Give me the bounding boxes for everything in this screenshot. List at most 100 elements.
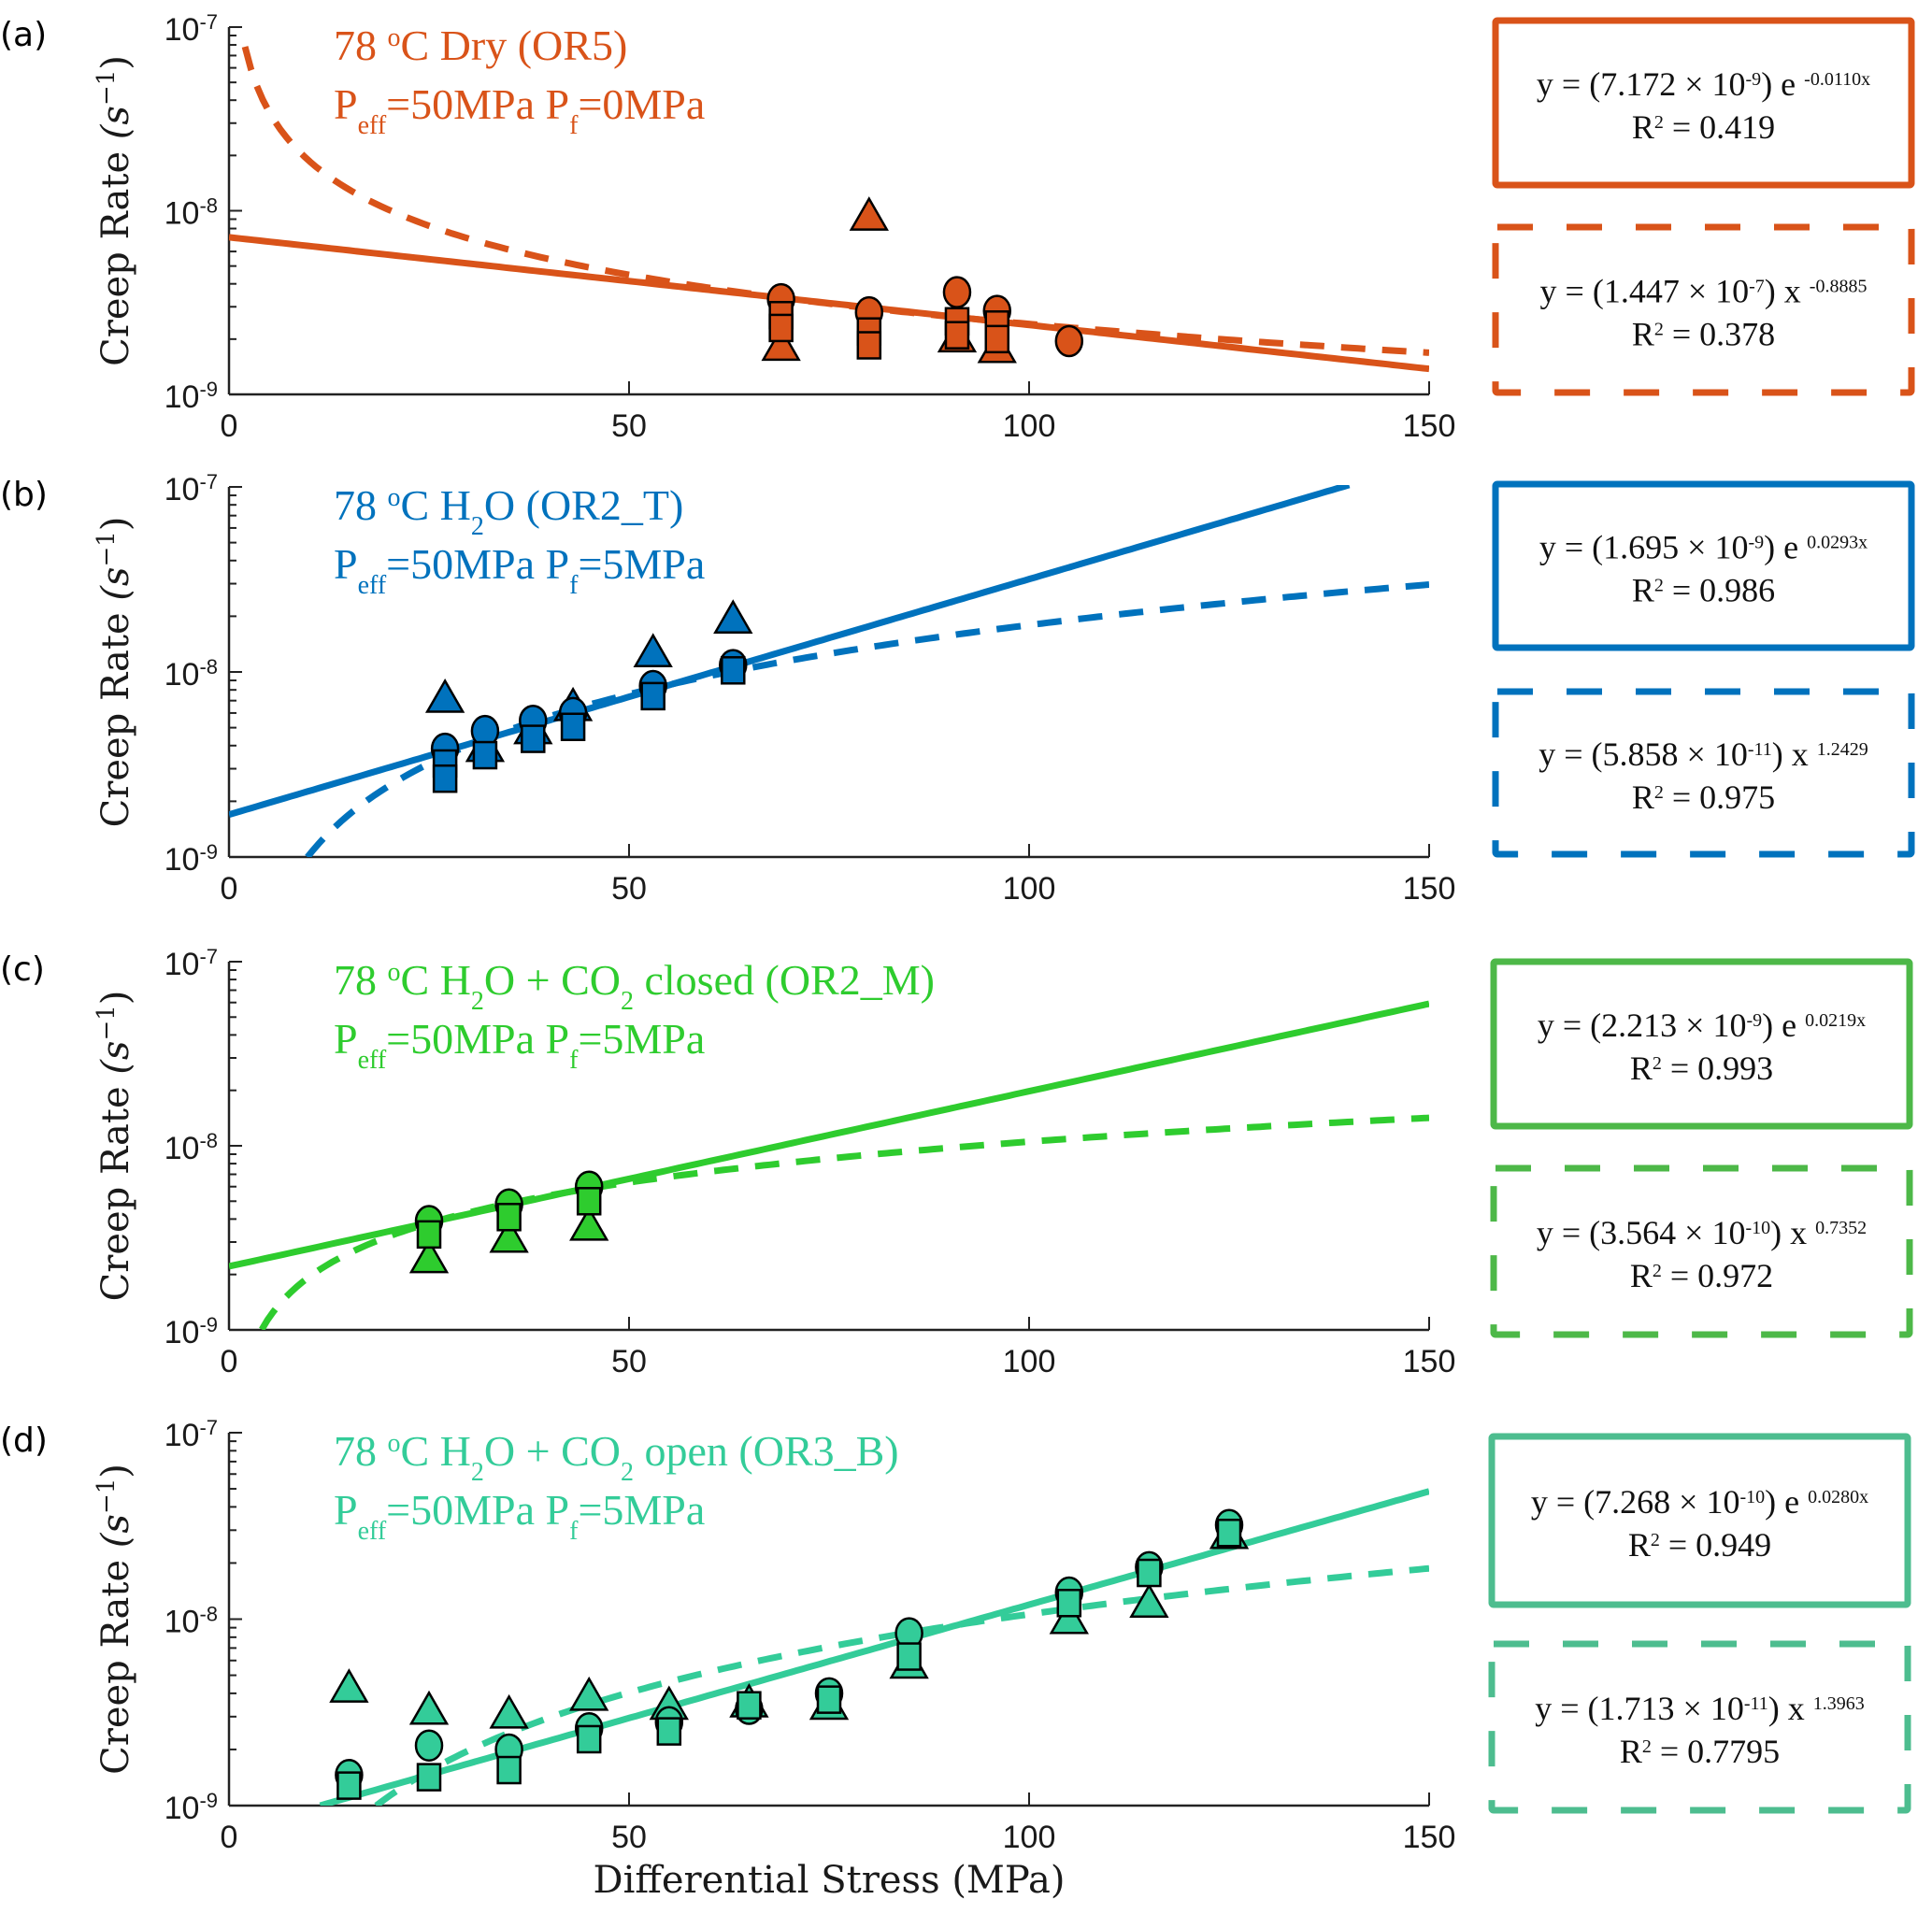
r-squared: R2 = 0.378	[1632, 316, 1775, 353]
equation-coefficient: y = (3.564 × 10	[1537, 1214, 1746, 1251]
panel-conditions: Peff=50MPa Pf=5MPa	[334, 1015, 705, 1075]
y-tick-exponent: -7	[199, 1416, 218, 1439]
square-marker	[434, 765, 456, 792]
r-squared: R2 = 0.986	[1632, 572, 1775, 609]
panel-title: 78 oC H2O (OR2_T)	[334, 481, 683, 541]
x-tick-label: 100	[1003, 408, 1056, 444]
square-marker	[946, 322, 968, 349]
panel-letter: (a)	[0, 16, 47, 54]
triangle-marker	[852, 199, 887, 230]
fit-box-border	[1496, 484, 1911, 648]
y-tick-exponent: -9	[199, 1313, 218, 1336]
square-marker	[578, 1188, 600, 1214]
equation-exponent: -0.0110x	[1804, 69, 1870, 90]
r-value: = 0.993	[1662, 1050, 1773, 1087]
fit-equation: y = (5.858 × 10-11) x 1.2429	[1538, 736, 1868, 773]
r-label: R	[1628, 1526, 1651, 1564]
fit-equation: y = (1.447 × 10-7) x -0.8885	[1540, 273, 1868, 310]
data-points	[427, 602, 751, 792]
title-text: open (OR3_B)	[634, 1427, 899, 1475]
title-text: C H	[401, 956, 471, 1004]
y-label-close: )	[94, 991, 137, 1006]
equation-base: ) e	[1761, 65, 1804, 103]
data-points	[331, 1510, 1247, 1799]
x-tick-label: 0	[221, 871, 238, 907]
equation-base: ) e	[1762, 1007, 1805, 1044]
equation-coefficient: y = (5.858 × 10	[1538, 736, 1748, 773]
triangle-marker	[427, 680, 463, 711]
square-marker	[658, 1719, 680, 1745]
title-subscript: 2	[621, 987, 634, 1016]
square-marker	[578, 1726, 600, 1752]
r-squared: R2 = 0.7795	[1620, 1733, 1780, 1770]
x-tick-label: 0	[221, 1820, 238, 1855]
pressure-label: P	[546, 540, 570, 588]
y-tick-base: 10	[165, 947, 200, 982]
y-tick-base: 10	[165, 196, 200, 232]
square-marker	[498, 1204, 521, 1230]
y-axis-label: Creep Rate (s−1)	[93, 991, 137, 1302]
y-label-unit: (s	[94, 106, 137, 139]
exponential-fit-line	[321, 1492, 1429, 1806]
equation-coefficient: y = (1.695 × 10	[1539, 529, 1749, 566]
y-tick-base: 10	[165, 1605, 200, 1640]
pressure-subscript: eff	[358, 1046, 387, 1075]
title-temp: 78	[334, 481, 388, 529]
square-marker	[722, 657, 744, 683]
exponential-fit-box: y = (2.213 × 10-9) e 0.0219xR2 = 0.993	[1494, 962, 1910, 1126]
panel-title: 78 oC H2O + CO2 open (OR3_B)	[334, 1427, 899, 1487]
r-squared: R2 = 0.972	[1630, 1257, 1773, 1294]
pressure-value: =50MPa	[386, 80, 545, 128]
fit-equation: y = (1.713 × 10-11) x 1.3963	[1535, 1690, 1865, 1727]
triangle-marker	[636, 636, 671, 666]
square-marker	[418, 1221, 440, 1248]
equation-exponent: 0.0219x	[1805, 1010, 1866, 1031]
title-degree: o	[388, 958, 401, 987]
r-label: R	[1632, 316, 1654, 353]
triangle-marker	[492, 1696, 527, 1727]
y-tick-label: 10-9	[165, 840, 218, 878]
r-squared: R2 = 0.419	[1632, 108, 1775, 146]
equation-power: -9	[1746, 1010, 1762, 1031]
x-tick-label: 50	[611, 1344, 647, 1379]
y-tick-base: 10	[165, 657, 200, 693]
pressure-value: =0MPa	[578, 80, 705, 128]
x-tick-label: 100	[1003, 871, 1056, 907]
fit-equation: y = (1.695 × 10-9) e 0.0293x	[1539, 529, 1868, 566]
y-label-close: )	[94, 1464, 137, 1478]
y-tick-label: 10-7	[165, 945, 218, 983]
y-tick-exponent: -9	[199, 840, 218, 864]
r-label: R	[1632, 108, 1654, 146]
panel-conditions: Peff=50MPa Pf=5MPa	[334, 540, 705, 600]
equation-base: ) x	[1772, 736, 1817, 773]
title-text: O + CO	[484, 956, 621, 1004]
title-text: C Dry (OR5)	[401, 21, 628, 69]
y-label-unit: (s	[94, 567, 137, 601]
r-superscript: 2	[1654, 320, 1664, 340]
panel-letter: (d)	[0, 1421, 48, 1460]
x-tick-label: 50	[611, 1820, 647, 1855]
r-superscript: 2	[1654, 782, 1664, 803]
pressure-subscript: eff	[358, 111, 387, 140]
title-degree: o	[388, 1429, 401, 1458]
equation-base: ) e	[1764, 529, 1807, 566]
x-tick-label: 150	[1403, 408, 1456, 444]
r-superscript: 2	[1642, 1736, 1652, 1757]
pressure-subscript: eff	[358, 571, 387, 600]
equation-coefficient: y = (2.213 × 10	[1538, 1007, 1747, 1044]
power-fit-box: y = (1.447 × 10-7) x -0.8885 R2 = 0.378	[1496, 227, 1911, 393]
fit-box-border	[1494, 1168, 1910, 1335]
y-label-text: Creep Rate	[94, 601, 137, 828]
square-marker	[858, 333, 880, 359]
square-marker	[337, 1773, 360, 1799]
y-label-exponent: −1	[93, 1478, 121, 1514]
equation-coefficient: y = (1.447 × 10	[1540, 273, 1750, 310]
equation-exponent: 1.3963	[1813, 1693, 1865, 1714]
data-points	[764, 199, 1082, 363]
equation-power: -10	[1745, 1218, 1770, 1238]
y-tick-label: 10-7	[165, 470, 218, 508]
y-tick-exponent: -7	[199, 10, 218, 34]
r-superscript: 2	[1651, 1530, 1660, 1550]
y-tick-exponent: -9	[199, 378, 218, 401]
creep-rate-figure: (a)10-710-810-9050100150Creep Rate (s−1)…	[0, 0, 1932, 1914]
